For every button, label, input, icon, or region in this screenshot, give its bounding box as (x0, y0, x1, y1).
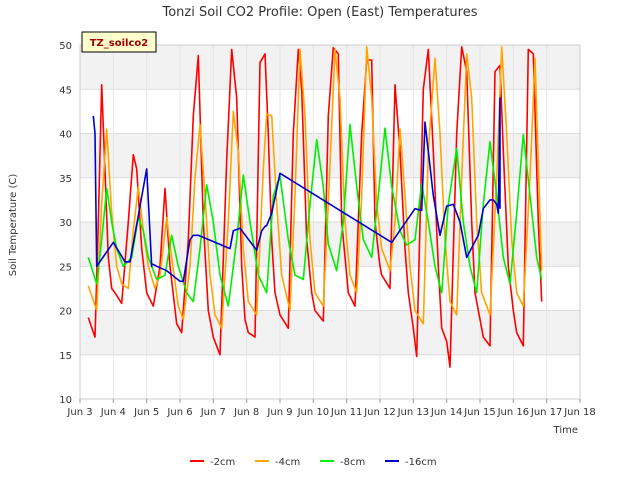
x-tick-label: Jun 11 (330, 407, 363, 418)
x-tick-label: Jun 14 (430, 407, 463, 418)
x-tick-label: Jun 10 (297, 407, 330, 418)
plot-frame (79, 44, 581, 400)
y-axis-ticks: 10 15 20 25 30 35 40 45 50 (59, 41, 72, 406)
x-tick-label: Jun 5 (133, 407, 159, 418)
x-tick-label: Jun 8 (233, 407, 259, 418)
x-axis-label: Time (553, 425, 578, 436)
x-tick-label: Jun 6 (166, 407, 192, 418)
x-tick-label: Jun 12 (363, 407, 396, 418)
plot-band (80, 266, 580, 311)
y-tick-label: 20 (59, 307, 72, 318)
grid-lines (79, 44, 581, 400)
series-line-8cm (87, 123, 543, 307)
tz-annotation: TZ_soilco2 (81, 31, 157, 53)
x-tick-label: Jun 13 (397, 407, 430, 418)
y-tick-label: 15 (59, 351, 72, 362)
x-axis-ticks: Jun 3 Jun 4 Jun 5 Jun 6 Jun 7 Jun 8 Jun 9 Jun 1… (66, 399, 596, 418)
y-tick-label: 35 (59, 174, 72, 185)
chart-title: Tonzi Soil CO2 Profile: Open (East) Temp… (161, 5, 477, 20)
y-tick-label: 50 (59, 41, 72, 52)
x-tick-label: Jun 4 (100, 407, 126, 418)
legend-label: -16cm (405, 457, 437, 468)
x-tick-label: Jun 16 (497, 407, 530, 418)
y-tick-label: 25 (59, 262, 72, 273)
legend: -2cm -4cm -8cm -16cm (190, 457, 437, 468)
plot-band (80, 354, 580, 399)
x-tick-label: Jun 18 (563, 407, 596, 418)
legend-label: -2cm (210, 457, 235, 468)
series-line-16cm (92, 97, 501, 283)
y-tick-label: 30 (59, 218, 72, 229)
x-tick-label: Jun 17 (530, 407, 563, 418)
plot-band (80, 222, 580, 267)
y-axis-label: Soil Temperature (C) (8, 174, 19, 277)
series-lines (87, 45, 543, 368)
y-tick-label: 40 (59, 130, 72, 141)
x-tick-label: Jun 3 (66, 407, 92, 418)
x-tick-label: Jun 7 (200, 407, 226, 418)
x-tick-label: Jun 15 (463, 407, 496, 418)
tz-annotation-text: TZ_soilco2 (90, 38, 149, 49)
x-tick-label: Jun 9 (266, 407, 292, 418)
series-line-2cm (87, 45, 543, 368)
y-tick-label: 45 (59, 85, 72, 96)
tz-annotation-box (81, 31, 157, 53)
legend-label: -8cm (340, 457, 365, 468)
series-line-4cm (87, 45, 543, 330)
y-tick-label: 10 (59, 395, 72, 406)
legend-label: -4cm (275, 457, 300, 468)
plot-band (80, 310, 580, 355)
